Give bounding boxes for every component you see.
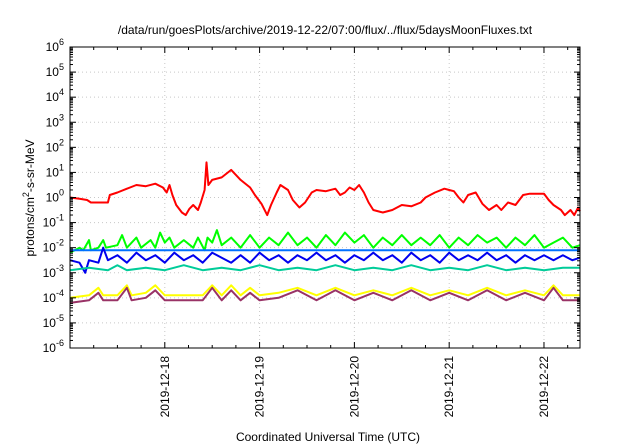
y-tick-label: 10-6 bbox=[43, 338, 64, 355]
series-line-6 bbox=[69, 284, 580, 299]
y-tick-exponent: 1 bbox=[59, 162, 64, 172]
x-tick-label: 2019-12-19 bbox=[253, 356, 267, 418]
series-layer bbox=[69, 161, 581, 304]
y-tick-exponent: 5 bbox=[59, 62, 64, 72]
y-tick-base: 10 bbox=[43, 216, 57, 230]
y-tick-exponent: 3 bbox=[59, 112, 64, 122]
y-tick-exponent: -3 bbox=[56, 263, 64, 273]
x-tick-label: 2019-12-22 bbox=[537, 356, 551, 418]
y-tick-exponent: 4 bbox=[59, 87, 64, 97]
y-tick-base: 10 bbox=[46, 115, 60, 129]
series-line-7 bbox=[69, 286, 580, 304]
x-tick-label: 2019-12-18 bbox=[158, 356, 172, 418]
y-tick-label: 10-3 bbox=[43, 263, 64, 280]
y-tick-base: 10 bbox=[46, 165, 60, 179]
y-tick-base: 10 bbox=[43, 341, 57, 355]
y-tick-label: 101 bbox=[46, 162, 64, 179]
y-tick-exponent: -1 bbox=[56, 213, 64, 223]
series-line-2 bbox=[69, 229, 581, 254]
y-axis-label-sup: 2 bbox=[21, 192, 31, 197]
series-line-1 bbox=[69, 161, 581, 217]
y-tick-base: 10 bbox=[43, 291, 57, 305]
x-axis: 2019-12-18 2019-12-19 2019-12-20 2019-12-21… bbox=[93, 47, 569, 418]
y-tick-base: 10 bbox=[46, 191, 60, 205]
series-line-5 bbox=[69, 264, 580, 272]
grid-lines bbox=[70, 47, 580, 348]
y-tick-exponent: -2 bbox=[56, 238, 64, 248]
y-tick-exponent: 6 bbox=[59, 37, 64, 47]
x-tick-label: 2019-12-20 bbox=[347, 356, 361, 418]
y-tick-label: 105 bbox=[46, 62, 64, 79]
y-tick-label: 103 bbox=[46, 112, 64, 129]
y-axis: 10-610-510-410-310-210-11001011021031041… bbox=[43, 37, 580, 355]
y-tick-exponent: -4 bbox=[56, 288, 64, 298]
y-tick-base: 10 bbox=[46, 65, 60, 79]
x-tick-label: 2019-12-21 bbox=[442, 356, 456, 418]
y-tick-exponent: -5 bbox=[56, 313, 64, 323]
y-tick-label: 100 bbox=[46, 188, 64, 205]
chart-title: /data/run/goesPlots/archive/2019-12-22/0… bbox=[118, 23, 533, 37]
y-tick-label: 106 bbox=[46, 37, 64, 54]
y-tick-base: 10 bbox=[43, 266, 57, 280]
y-tick-exponent: 2 bbox=[59, 137, 64, 147]
series-line-4 bbox=[69, 246, 581, 274]
y-axis-label-rest: -s-sr-MeV bbox=[23, 139, 37, 192]
y-tick-base: 10 bbox=[43, 316, 57, 330]
y-tick-label: 10-5 bbox=[43, 313, 64, 330]
y-tick-label: 10-4 bbox=[43, 288, 64, 305]
x-axis-label: Coordinated Universal Time (UTC) bbox=[236, 430, 420, 444]
y-tick-base: 10 bbox=[46, 140, 60, 154]
y-tick-label: 104 bbox=[46, 87, 64, 104]
y-tick-base: 10 bbox=[46, 90, 60, 104]
y-tick-exponent: -6 bbox=[56, 338, 64, 348]
y-tick-exponent: 0 bbox=[59, 188, 64, 198]
y-tick-label: 10-2 bbox=[43, 238, 64, 255]
y-tick-label: 102 bbox=[46, 137, 64, 154]
y-axis-label-base: protons/cm bbox=[23, 197, 37, 256]
y-tick-label: 10-1 bbox=[43, 213, 64, 230]
y-axis-label: protons/cm2-s-sr-MeV bbox=[21, 139, 37, 256]
y-tick-base: 10 bbox=[43, 241, 57, 255]
y-tick-base: 10 bbox=[46, 40, 60, 54]
